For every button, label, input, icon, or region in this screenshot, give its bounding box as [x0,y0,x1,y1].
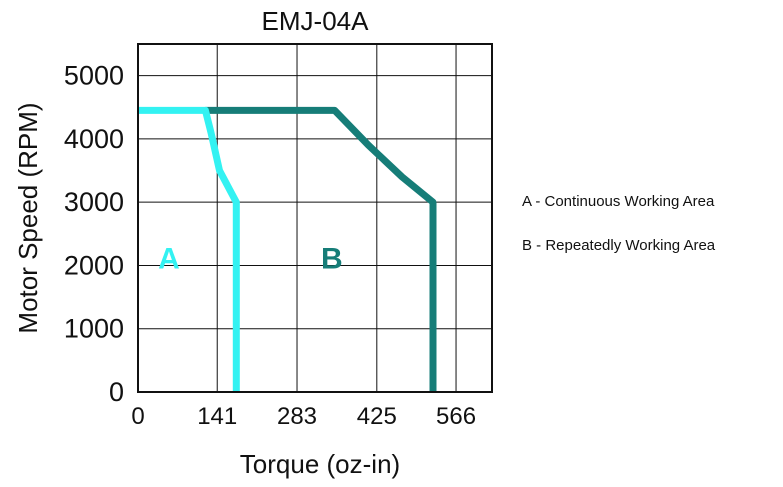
x-tick-label: 283 [277,403,317,430]
y-axis-label: Motor Speed (RPM) [13,102,43,333]
y-tick-label: 1000 [64,314,124,344]
region-label-a: A [158,243,180,276]
y-tick-label: 2000 [64,250,124,280]
y-tick-labels: 0 1000 2000 3000 4000 5000 [64,61,124,407]
x-axis-label: Torque (oz-in) [240,449,400,479]
series-a-curve [138,106,240,392]
x-tick-labels: 0 141 283 425 566 [131,403,476,430]
x-tick-label: 141 [197,403,237,430]
legend-entry-a: A - Continuous Working Area [522,193,715,210]
y-tick-label: 5000 [64,61,124,91]
legend-entry-b: B - Repeatedly Working Area [522,237,716,254]
series-layer [138,106,437,392]
y-tick-label: 3000 [64,187,124,217]
x-tick-label: 0 [131,403,144,430]
y-tick-label: 4000 [64,124,124,154]
y-tick-label: 0 [109,377,124,407]
plot-frame [137,43,493,393]
region-label-b: B [321,243,343,276]
grid-lines [138,44,492,392]
chart-title: EMJ-04A [262,6,370,36]
x-tick-label: 566 [436,403,476,430]
series-b-curve [205,106,437,392]
x-tick-label: 425 [357,403,397,430]
